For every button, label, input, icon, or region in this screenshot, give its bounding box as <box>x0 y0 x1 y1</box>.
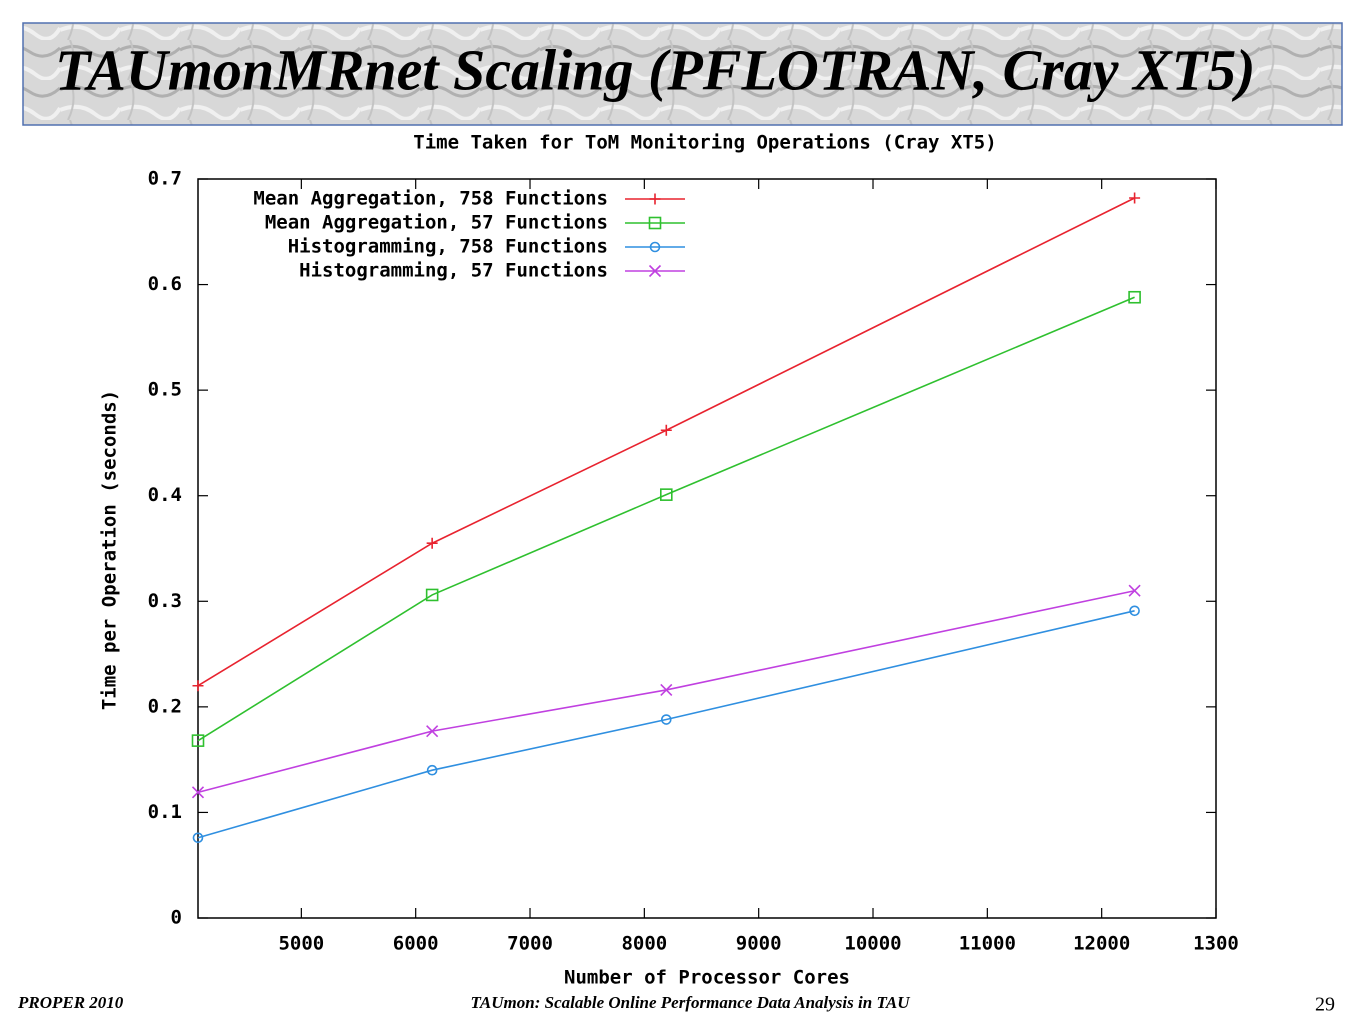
marker <box>191 734 205 747</box>
legend-marker <box>649 241 661 253</box>
legend-marker <box>649 193 661 205</box>
marker <box>425 588 439 602</box>
y-tick-label: 0 <box>171 907 182 929</box>
x-tick-label: 12000 <box>1073 933 1130 955</box>
x-tick-label: 11000 <box>959 933 1016 955</box>
marker <box>1129 605 1140 617</box>
marker <box>192 832 204 844</box>
series-line <box>197 589 1135 794</box>
x-tick-label: 8000 <box>621 933 667 955</box>
marker <box>426 764 438 776</box>
marker <box>1128 290 1141 304</box>
legend-marker <box>648 264 662 278</box>
legend-label: Mean Aggregation, 758 Functions <box>253 188 608 210</box>
x-tick-label: 7000 <box>507 933 553 955</box>
marker <box>660 683 673 697</box>
legend-marker <box>648 216 662 230</box>
series-line <box>197 610 1135 839</box>
chart-title: Time Taken for ToM Monitoring Operations… <box>413 132 996 154</box>
x-tick-label: 1300 <box>1193 933 1239 955</box>
page-number: 29 <box>1315 994 1335 1016</box>
y-axis-label: Time per Operation (seconds) <box>99 390 121 710</box>
marker <box>660 424 672 436</box>
x-tick-label: 9000 <box>736 933 782 955</box>
title-banner <box>22 22 1343 126</box>
series-line <box>197 197 1135 687</box>
marker <box>1129 192 1141 204</box>
x-tick-label: 6000 <box>393 933 439 955</box>
x-axis-label: Number of Processor Cores <box>564 967 850 989</box>
y-tick-label: 0.5 <box>148 379 182 401</box>
x-tick-label: 5000 <box>278 933 324 955</box>
y-tick-label: 0.1 <box>148 801 182 823</box>
legend-label: Histogramming, 57 Functions <box>299 260 608 282</box>
marker <box>426 537 438 549</box>
series-line <box>197 296 1135 742</box>
slide-title: TAUmonMRnet Scaling (PFLOTRAN, Cray XT5) <box>55 37 1255 102</box>
marker <box>191 786 205 799</box>
footer-center: TAUmon: Scalable Online Performance Data… <box>470 993 910 1012</box>
marker <box>660 714 672 725</box>
y-tick-label: 0.6 <box>148 273 182 295</box>
y-tick-label: 0.4 <box>148 484 182 506</box>
footer-left: PROPER 2010 <box>17 993 124 1012</box>
x-tick-label: 10000 <box>844 933 901 955</box>
marker <box>1128 584 1141 597</box>
legend-label: Mean Aggregation, 57 Functions <box>265 212 608 234</box>
marker <box>426 725 439 738</box>
marker <box>659 488 673 501</box>
y-tick-label: 0.2 <box>148 695 182 717</box>
y-tick-label: 0.7 <box>148 168 182 190</box>
marker <box>192 680 204 692</box>
plot-frame <box>197 178 1217 919</box>
y-tick-label: 0.3 <box>148 590 182 612</box>
legend-label: Histogramming, 758 Functions <box>288 236 608 258</box>
